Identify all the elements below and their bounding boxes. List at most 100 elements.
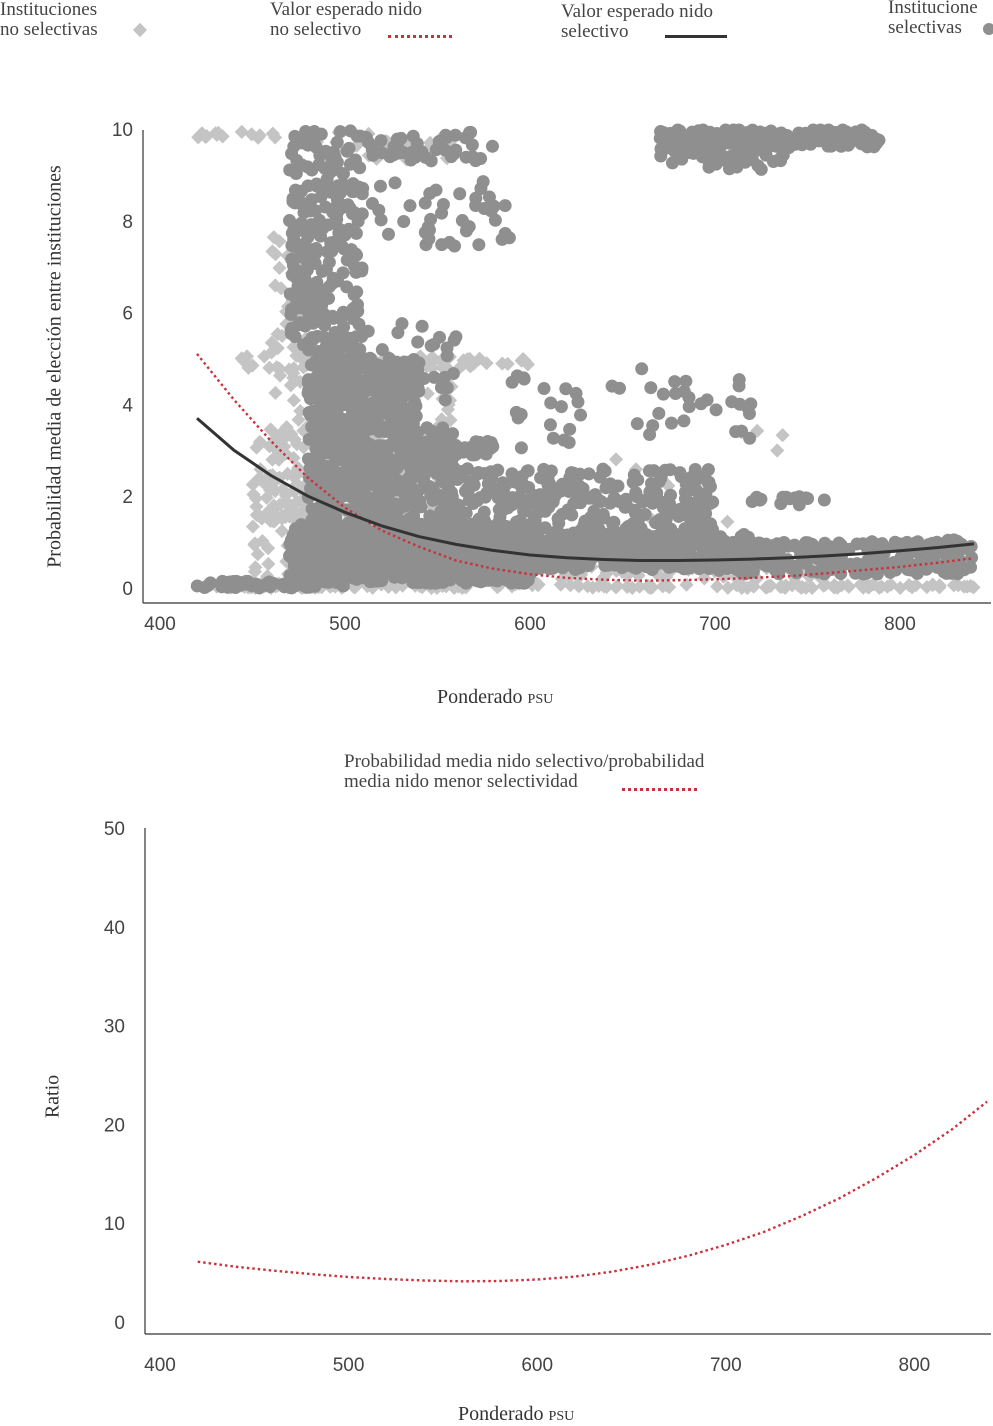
scatter-circle (308, 536, 322, 550)
scatter-circle (412, 553, 426, 567)
scatter-diamond (679, 577, 694, 592)
scatter-circle (479, 571, 493, 585)
scatter-diamond (264, 345, 279, 360)
scatter-circle (332, 440, 346, 454)
legend-label-line1: Instituciones (0, 0, 98, 20)
scatter-circle (378, 537, 392, 551)
scatter-diamond (234, 351, 249, 366)
scatter-diamond (286, 340, 301, 355)
scatter-diamond (261, 556, 276, 572)
scatter-diamond (268, 247, 283, 262)
y-tick-label: 4 (122, 395, 133, 416)
scatter-diamond (280, 466, 295, 481)
scatter-diamond (291, 412, 306, 427)
scatter-diamond (763, 578, 778, 593)
y-tick-label: 50 (104, 819, 125, 840)
scatter-diamond (245, 519, 260, 534)
scatter-circle (306, 502, 320, 516)
x-tick-label: 400 (144, 1355, 176, 1376)
scatter-circle (340, 569, 354, 583)
scatter-circle (312, 477, 326, 491)
legend-label-line2: no selectivas (0, 19, 98, 40)
legend-valor-no-selectivo: Valor esperado nido no selectivo (270, 0, 452, 40)
circle-marker-icon (983, 23, 993, 35)
scatter-diamond (641, 579, 656, 595)
scatter-diamond (795, 580, 810, 595)
scatter-diamond (272, 234, 287, 249)
scatter-circle (354, 536, 368, 550)
scatter-circle (425, 481, 439, 495)
scatter-diamond (277, 430, 292, 445)
scatter-diamond (286, 393, 301, 408)
scatter-diamond (834, 578, 849, 593)
scatter-diamond (620, 579, 635, 595)
scatter-circle (500, 573, 514, 587)
legend-label-line2: no selectivo (270, 19, 362, 40)
scatter-diamond (284, 498, 300, 513)
ratio-line (197, 1100, 988, 1283)
scatter-diamond (255, 533, 270, 549)
scatter-circle (395, 561, 409, 575)
scatter-diamond (252, 470, 267, 485)
scatter-circle (304, 556, 318, 570)
scatter-diamond (249, 440, 264, 455)
scatter-circle (391, 483, 405, 497)
x-tick-label: 800 (899, 1355, 931, 1376)
scatter-circle (415, 520, 429, 534)
scatter-circle (305, 513, 319, 527)
scatter-circle (420, 465, 434, 479)
scatter-diamond (632, 579, 647, 594)
scatter-diamond (720, 514, 735, 529)
scatter-circle (391, 517, 405, 531)
y-tick-label: 10 (104, 1214, 125, 1235)
scatter-circle (420, 569, 434, 583)
scatter-circle (375, 548, 389, 562)
scatter-diamond (289, 437, 304, 452)
scatter-circle (341, 553, 355, 567)
legend-valor-selectivo: Valor esperado nido selectivo (561, 2, 727, 42)
scatter-diamond (770, 443, 785, 458)
scatter-circle (437, 513, 451, 527)
scatter-diamond (563, 578, 578, 593)
scatter-diamond (710, 579, 725, 594)
scatter-circle (348, 444, 362, 458)
y-tick-label: 8 (122, 212, 133, 233)
x-tick-label: 500 (333, 1355, 365, 1376)
scatter-diamond (267, 483, 283, 498)
scatter-diamond (250, 547, 265, 562)
scatter-diamond (778, 580, 793, 596)
legend-label-line2: selectivo (561, 21, 629, 42)
scatter-circle (385, 453, 399, 467)
scatter-circle (302, 432, 316, 446)
x-tick-label: 600 (514, 614, 546, 635)
x-tick-label: 500 (329, 614, 361, 635)
scatter-circle (311, 448, 325, 462)
scatter-diamond (805, 580, 820, 595)
y-tick-label: 0 (122, 579, 133, 600)
scatter-diamond (608, 580, 623, 595)
x-axis-title-main: Ponderado (458, 1403, 544, 1425)
scatter-diamond (270, 327, 285, 342)
scatter-circle (289, 526, 303, 540)
scatter-circle (359, 440, 373, 454)
scatter-circle (377, 506, 391, 520)
scatter-circle (354, 557, 368, 571)
scatter-diamond (257, 474, 272, 490)
scatter-circle (354, 454, 368, 468)
scatter-circle (346, 527, 360, 541)
y-tick-label: 0 (114, 1313, 125, 1334)
scatter-diamond (269, 360, 284, 375)
scatter-diamond (272, 260, 287, 276)
scatter-circle (293, 560, 307, 574)
legend-label-line1: Institucione (888, 0, 978, 18)
scatter-circle (366, 450, 380, 464)
scatter-circle (354, 504, 368, 518)
x-tick-label: 700 (699, 614, 731, 635)
solid-line-marker-icon (665, 35, 727, 38)
scatter-diamond (874, 579, 889, 594)
y-tick-label: 6 (122, 304, 133, 325)
scatter-circle (283, 537, 297, 551)
scatter-diamond (247, 564, 263, 579)
x-tick-label: 800 (884, 614, 916, 635)
